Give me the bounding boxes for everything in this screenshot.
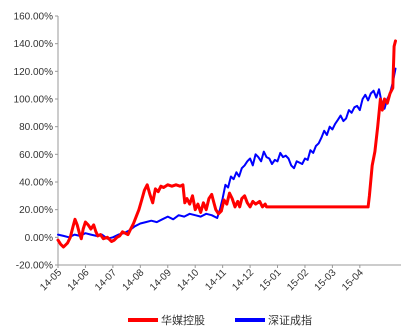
x-tick-label: 14-07 <box>93 267 119 293</box>
x-tick-label: 14-09 <box>148 267 174 293</box>
y-tick-label: 20.00% <box>19 205 53 216</box>
legend: 华媒控股 深证成指 <box>128 313 312 327</box>
series-line <box>57 67 397 240</box>
x-tick-label: 14-11 <box>203 267 229 293</box>
x-tick-label: 15-01 <box>258 267 284 293</box>
x-tick-label: 15-04 <box>340 267 366 293</box>
y-axis: -20.00% 0.00% 20.00% 40.00% 60.00% 80.00% 100.… <box>14 12 59 272</box>
y-tick-label: 80.00% <box>19 122 53 133</box>
y-tick-label: -20.00% <box>16 261 53 272</box>
x-tick-label: 15-02 <box>285 267 311 293</box>
y-tick-label: 60.00% <box>19 150 53 161</box>
y-tick-label: 100.00% <box>14 95 54 106</box>
y-tick-label: 40.00% <box>19 178 53 189</box>
y-tick-label: 160.00% <box>14 12 54 23</box>
x-axis: 14-05 14-06 14-07 14-08 14-09 14-10 14-11 14-12… <box>38 264 401 293</box>
legend-label: 深证成指 <box>268 313 312 327</box>
x-tick-label: 14-06 <box>66 267 92 293</box>
y-tick-label: 0.00% <box>25 233 53 244</box>
x-tick-label: 15-03 <box>313 267 339 293</box>
series-layer <box>56 39 397 249</box>
y-tick-label: 120.00% <box>14 67 54 78</box>
series-line <box>56 39 397 249</box>
x-tick-label: 14-12 <box>230 267 256 293</box>
y-tick-label: 140.00% <box>14 39 54 50</box>
x-tick-label: 14-08 <box>121 267 147 293</box>
x-tick-label: 14-10 <box>175 267 201 293</box>
legend-label: 华媒控股 <box>161 313 205 327</box>
